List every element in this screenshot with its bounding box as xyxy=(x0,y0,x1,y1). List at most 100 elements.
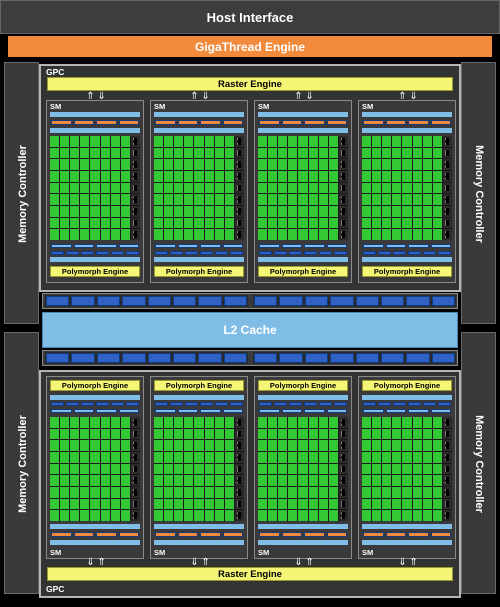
sfu-unit xyxy=(442,498,452,510)
instruction-cache xyxy=(50,112,140,117)
memory-bus-top-segment-unit xyxy=(147,296,171,306)
cuda-core xyxy=(164,194,174,205)
load-store-unit xyxy=(408,244,429,248)
cuda-core xyxy=(60,229,70,240)
cuda-core xyxy=(100,171,110,182)
warp-scheduler-unit xyxy=(51,532,72,537)
texture-units-unit xyxy=(274,251,287,255)
cuda-core xyxy=(110,171,120,182)
cuda-core xyxy=(214,428,224,440)
cuda-core xyxy=(184,428,194,440)
cuda-core xyxy=(288,182,298,194)
cuda-core xyxy=(328,159,338,170)
sfu-unit xyxy=(234,171,244,182)
cuda-core xyxy=(120,206,130,217)
memory-controller-right-top: Memory Controller xyxy=(461,62,496,324)
warp-scheduler-unit xyxy=(304,532,325,537)
cuda-core xyxy=(224,475,234,486)
cuda-core xyxy=(258,417,268,428)
cuda-core xyxy=(278,475,288,486)
cuda-core xyxy=(422,136,432,147)
cuda-core xyxy=(164,475,174,486)
sfu-unit xyxy=(338,217,348,229)
warp-scheduler-unit xyxy=(304,120,325,125)
memory-bus-top-segment-unit xyxy=(122,296,146,306)
cuda-core xyxy=(298,147,308,159)
load-store-unit xyxy=(281,244,302,248)
sfu-unit xyxy=(130,182,140,194)
cuda-core xyxy=(100,147,110,159)
sfu-unit xyxy=(130,510,140,521)
l1-cache xyxy=(362,257,452,262)
cuda-core xyxy=(288,487,298,498)
cuda-core xyxy=(70,475,80,486)
cuda-core xyxy=(184,463,194,475)
texture-units-unit xyxy=(423,402,436,406)
l1-cache xyxy=(154,395,244,400)
cuda-core xyxy=(412,159,422,170)
cuda-core xyxy=(258,440,268,451)
texture-units xyxy=(258,401,348,407)
raster-engine-label: Raster Engine xyxy=(218,568,282,580)
cuda-core xyxy=(70,217,80,229)
cuda-core xyxy=(214,147,224,159)
cuda-core xyxy=(120,428,130,440)
cuda-core xyxy=(50,428,60,440)
cuda-core xyxy=(204,440,214,451)
load-store-unit xyxy=(118,244,139,248)
cuda-core xyxy=(432,229,442,240)
sfu-unit xyxy=(442,463,452,475)
cuda-core xyxy=(362,498,372,510)
instruction-cache xyxy=(362,540,452,545)
cuda-core xyxy=(100,440,110,451)
memory-bus-top-segment-unit xyxy=(46,296,70,306)
memory-bus-bottom-segment-unit xyxy=(330,353,354,363)
raster-engine-top: Raster Engine xyxy=(47,77,453,91)
load-store-unit xyxy=(200,409,221,413)
sfu-unit xyxy=(130,217,140,229)
sfu-unit xyxy=(130,171,140,182)
sm-label: SM xyxy=(362,102,374,111)
core-grid xyxy=(154,136,244,240)
cuda-core xyxy=(110,159,120,170)
cuda-core xyxy=(70,452,80,463)
l2-cache-label: L2 Cache xyxy=(223,323,277,337)
sfu-unit xyxy=(130,229,140,240)
load-store-unit xyxy=(259,409,280,413)
memory-bus-bottom-segment-unit xyxy=(304,353,329,363)
cuda-core xyxy=(298,417,308,428)
cuda-core xyxy=(50,217,60,229)
cuda-core xyxy=(422,217,432,229)
cuda-core xyxy=(382,194,392,205)
cuda-core xyxy=(50,487,60,498)
cuda-core xyxy=(214,159,224,170)
load-store-unit xyxy=(385,244,406,248)
cuda-core xyxy=(308,428,318,440)
cuda-core xyxy=(258,229,268,240)
cuda-core xyxy=(288,475,298,486)
register-file xyxy=(258,128,348,133)
cuda-core xyxy=(318,463,328,475)
cuda-core xyxy=(90,440,100,451)
cuda-core xyxy=(412,194,422,205)
cuda-core xyxy=(328,217,338,229)
warp-scheduler-unit xyxy=(363,532,384,537)
cuda-core xyxy=(224,136,234,147)
cuda-core xyxy=(204,206,214,217)
cuda-core xyxy=(164,229,174,240)
warp-scheduler-unit xyxy=(281,532,302,537)
sfu-unit xyxy=(130,147,140,159)
warp-scheduler-unit xyxy=(177,532,198,537)
cuda-core xyxy=(204,487,214,498)
cuda-core xyxy=(278,147,288,159)
cuda-core xyxy=(154,136,164,147)
cuda-core xyxy=(382,417,392,428)
cuda-core xyxy=(412,206,422,217)
cuda-core xyxy=(154,182,164,194)
cuda-core xyxy=(432,182,442,194)
cuda-core xyxy=(422,463,432,475)
load-store-unit xyxy=(177,244,198,248)
memory-bus-bottom-segment-unit xyxy=(223,353,247,363)
cuda-core xyxy=(70,463,80,475)
cuda-core xyxy=(174,428,184,440)
